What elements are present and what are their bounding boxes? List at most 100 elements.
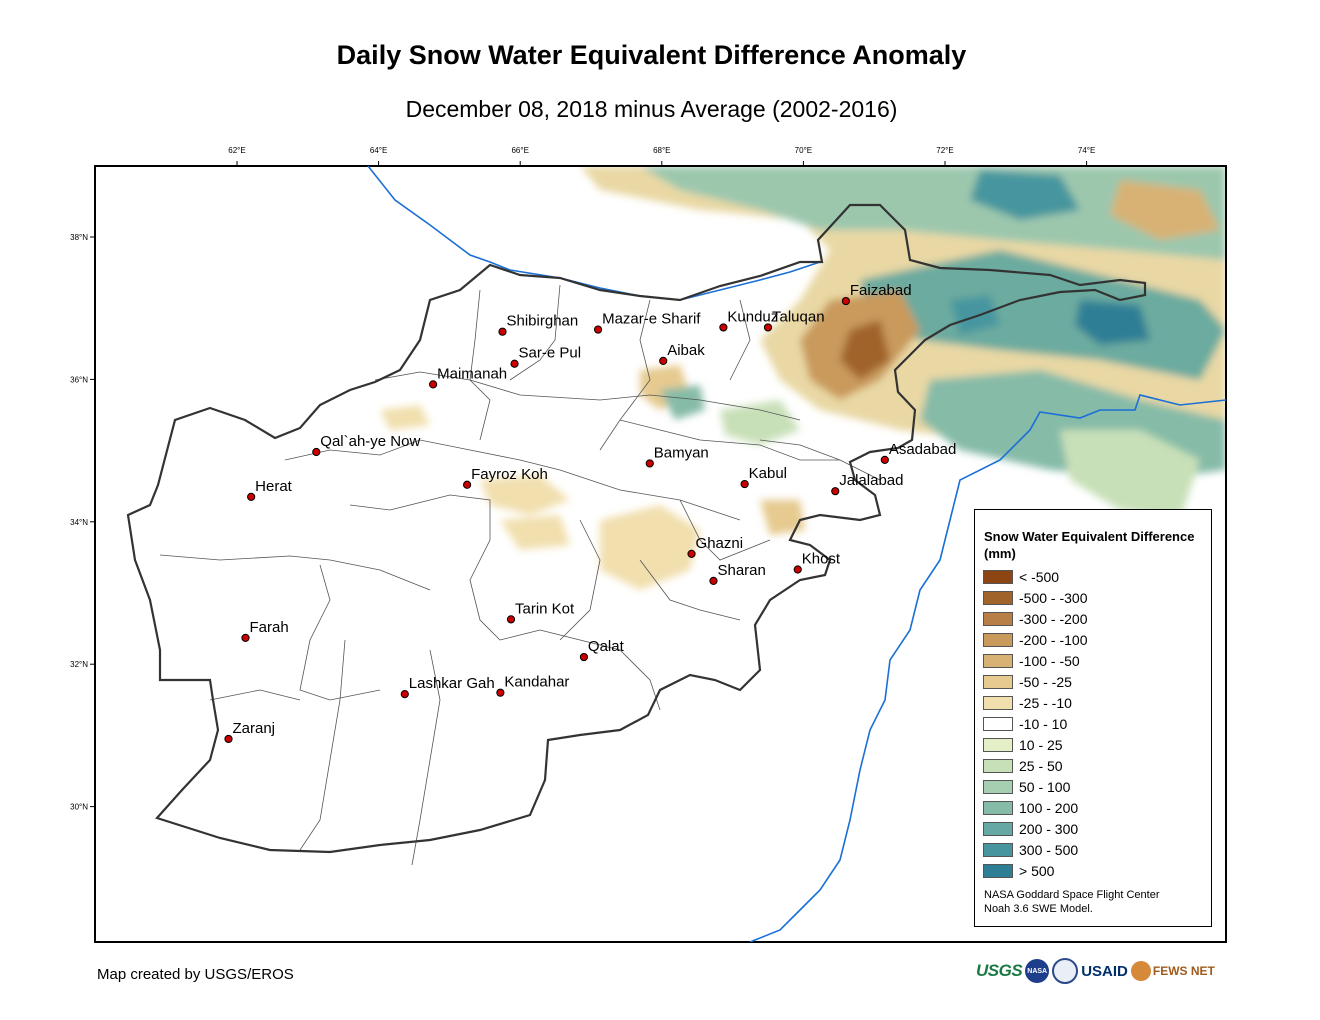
city-qal-ah-ye-now: Qal`ah-ye Now (312, 433, 420, 457)
city-label: Taluqan (772, 308, 825, 325)
city-label: Faizabad (850, 282, 912, 299)
snow-anomaly-raster (380, 166, 1226, 590)
city-label: Kandahar (504, 674, 569, 691)
legend-swatch (983, 674, 1013, 689)
city-herat: Herat (247, 478, 293, 501)
legend-swatch (983, 800, 1013, 815)
legend-item: -200 - -100 (983, 629, 1087, 650)
city-marker (841, 296, 850, 306)
legend-item: 25 - 50 (983, 755, 1087, 776)
legend-item: -10 - 10 (983, 713, 1087, 734)
fews-net-logo: FEWS NET (1130, 961, 1215, 981)
legend-item: 100 - 200 (983, 797, 1087, 818)
legend-swatch (983, 758, 1013, 773)
city-zaranj: Zaranj (224, 720, 276, 744)
legend-swatch (983, 569, 1013, 584)
city-label: Herat (255, 478, 293, 495)
city-marker (510, 359, 519, 368)
usaid-logo: USAID (1081, 962, 1128, 980)
city-marker (719, 323, 728, 332)
legend-label: 10 - 25 (1019, 736, 1063, 753)
city-label: Maimanah (437, 365, 507, 382)
city-marker (593, 325, 603, 334)
usgs-logo: USGS (976, 961, 1023, 980)
city-farah: Farah (241, 619, 289, 642)
city-lashkar-gah: Lashkar Gah (400, 675, 495, 699)
partner-logos: USGS NASA USAID FEWS NET (976, 958, 1215, 984)
city-kabul: Kabul (740, 465, 787, 489)
map-subtitle: December 08, 2018 minus Average (2002-20… (405, 96, 898, 122)
legend-items: < -500 -500 - -300 -300 - -200 -200 - -100 -… (983, 566, 1087, 881)
city-label: Zaranj (233, 720, 276, 737)
lat-tick-label: 30°N (70, 803, 88, 812)
city-taluqan: Taluqan (763, 308, 825, 332)
city-label: Khost (802, 551, 841, 568)
city-marker (463, 480, 472, 489)
legend-label: 50 - 100 (1019, 778, 1071, 795)
city-marker (498, 327, 507, 336)
map-credit: Map created by USGS/EROS (97, 966, 294, 983)
legend-item: < -500 (983, 566, 1087, 587)
legend-label: < -500 (1019, 568, 1060, 585)
legend-label: -25 - -10 (1019, 694, 1072, 711)
city-label: Mazar-e Sharif (602, 311, 701, 328)
city-marker (506, 615, 516, 624)
city-marker (496, 688, 505, 697)
usda-seal-icon (1052, 958, 1079, 984)
city-kandahar: Kandahar (496, 674, 569, 697)
city-marker (241, 633, 250, 642)
legend-label: -500 - -300 (1019, 589, 1088, 606)
city-label: Asadabad (889, 441, 957, 458)
city-label: Kunduz (727, 308, 778, 325)
city-sharan: Sharan (709, 562, 766, 585)
city-label: Shibirghan (507, 313, 579, 330)
city-label: Farah (249, 619, 288, 636)
map-frame (94, 165, 1227, 943)
city-label: Fayroz Koh (471, 466, 548, 483)
legend-swatch (983, 695, 1013, 710)
legend-label: 200 - 300 (1019, 820, 1079, 837)
map-title: Daily Snow Water Equivalent Difference A… (336, 40, 967, 70)
city-khost: Khost (793, 551, 841, 574)
lon-tick-label: 68°E (653, 146, 670, 155)
legend-item: 300 - 500 (983, 839, 1087, 860)
city-mazar-e-sharif: Mazar-e Sharif (593, 311, 701, 334)
legend-item: -25 - -10 (983, 692, 1087, 713)
lat-tick-label: 32°N (70, 660, 88, 669)
legend-label: 300 - 500 (1019, 841, 1079, 858)
legend-swatch (983, 716, 1013, 731)
city-label: Ghazni (696, 535, 744, 552)
legend-swatch (983, 611, 1013, 626)
credit-line-2: Noah 3.6 SWE Model. (984, 903, 1093, 915)
city-label: Qalat (588, 638, 625, 655)
lon-tick-label: 64°E (370, 146, 387, 155)
legend-item: 200 - 300 (983, 818, 1087, 839)
lon-tick-label: 70°E (795, 146, 812, 155)
city-faizabad: Faizabad (841, 282, 912, 306)
city-qalat: Qalat (579, 638, 625, 662)
city-marker (312, 447, 321, 457)
nasa-logo: NASA (1025, 959, 1050, 983)
city-label: Tarin Kot (515, 600, 575, 617)
legend-item: -100 - -50 (983, 650, 1087, 671)
legend-credit: NASA Goddard Space Flight Center Noah 3.… (984, 888, 1208, 916)
city-asadabad: Asadabad (880, 441, 957, 464)
city-marker (880, 455, 889, 464)
city-label: Bamyan (654, 444, 709, 461)
legend-swatch (983, 653, 1013, 668)
city-label: Qal`ah-ye Now (320, 433, 420, 450)
city-marker (400, 690, 409, 699)
legend-swatch (983, 632, 1013, 647)
city-jalalabad: Jalalabad (831, 472, 903, 496)
legend-label: 25 - 50 (1019, 757, 1063, 774)
legend-swatch (983, 737, 1013, 752)
legend-swatch (983, 821, 1013, 836)
city-bamyan: Bamyan (645, 444, 709, 468)
city-marker (659, 356, 668, 365)
legend-label: -10 - 10 (1019, 715, 1068, 732)
city-label: Aibak (667, 342, 705, 359)
country-border (126, 203, 1147, 854)
city-marker (579, 652, 589, 662)
